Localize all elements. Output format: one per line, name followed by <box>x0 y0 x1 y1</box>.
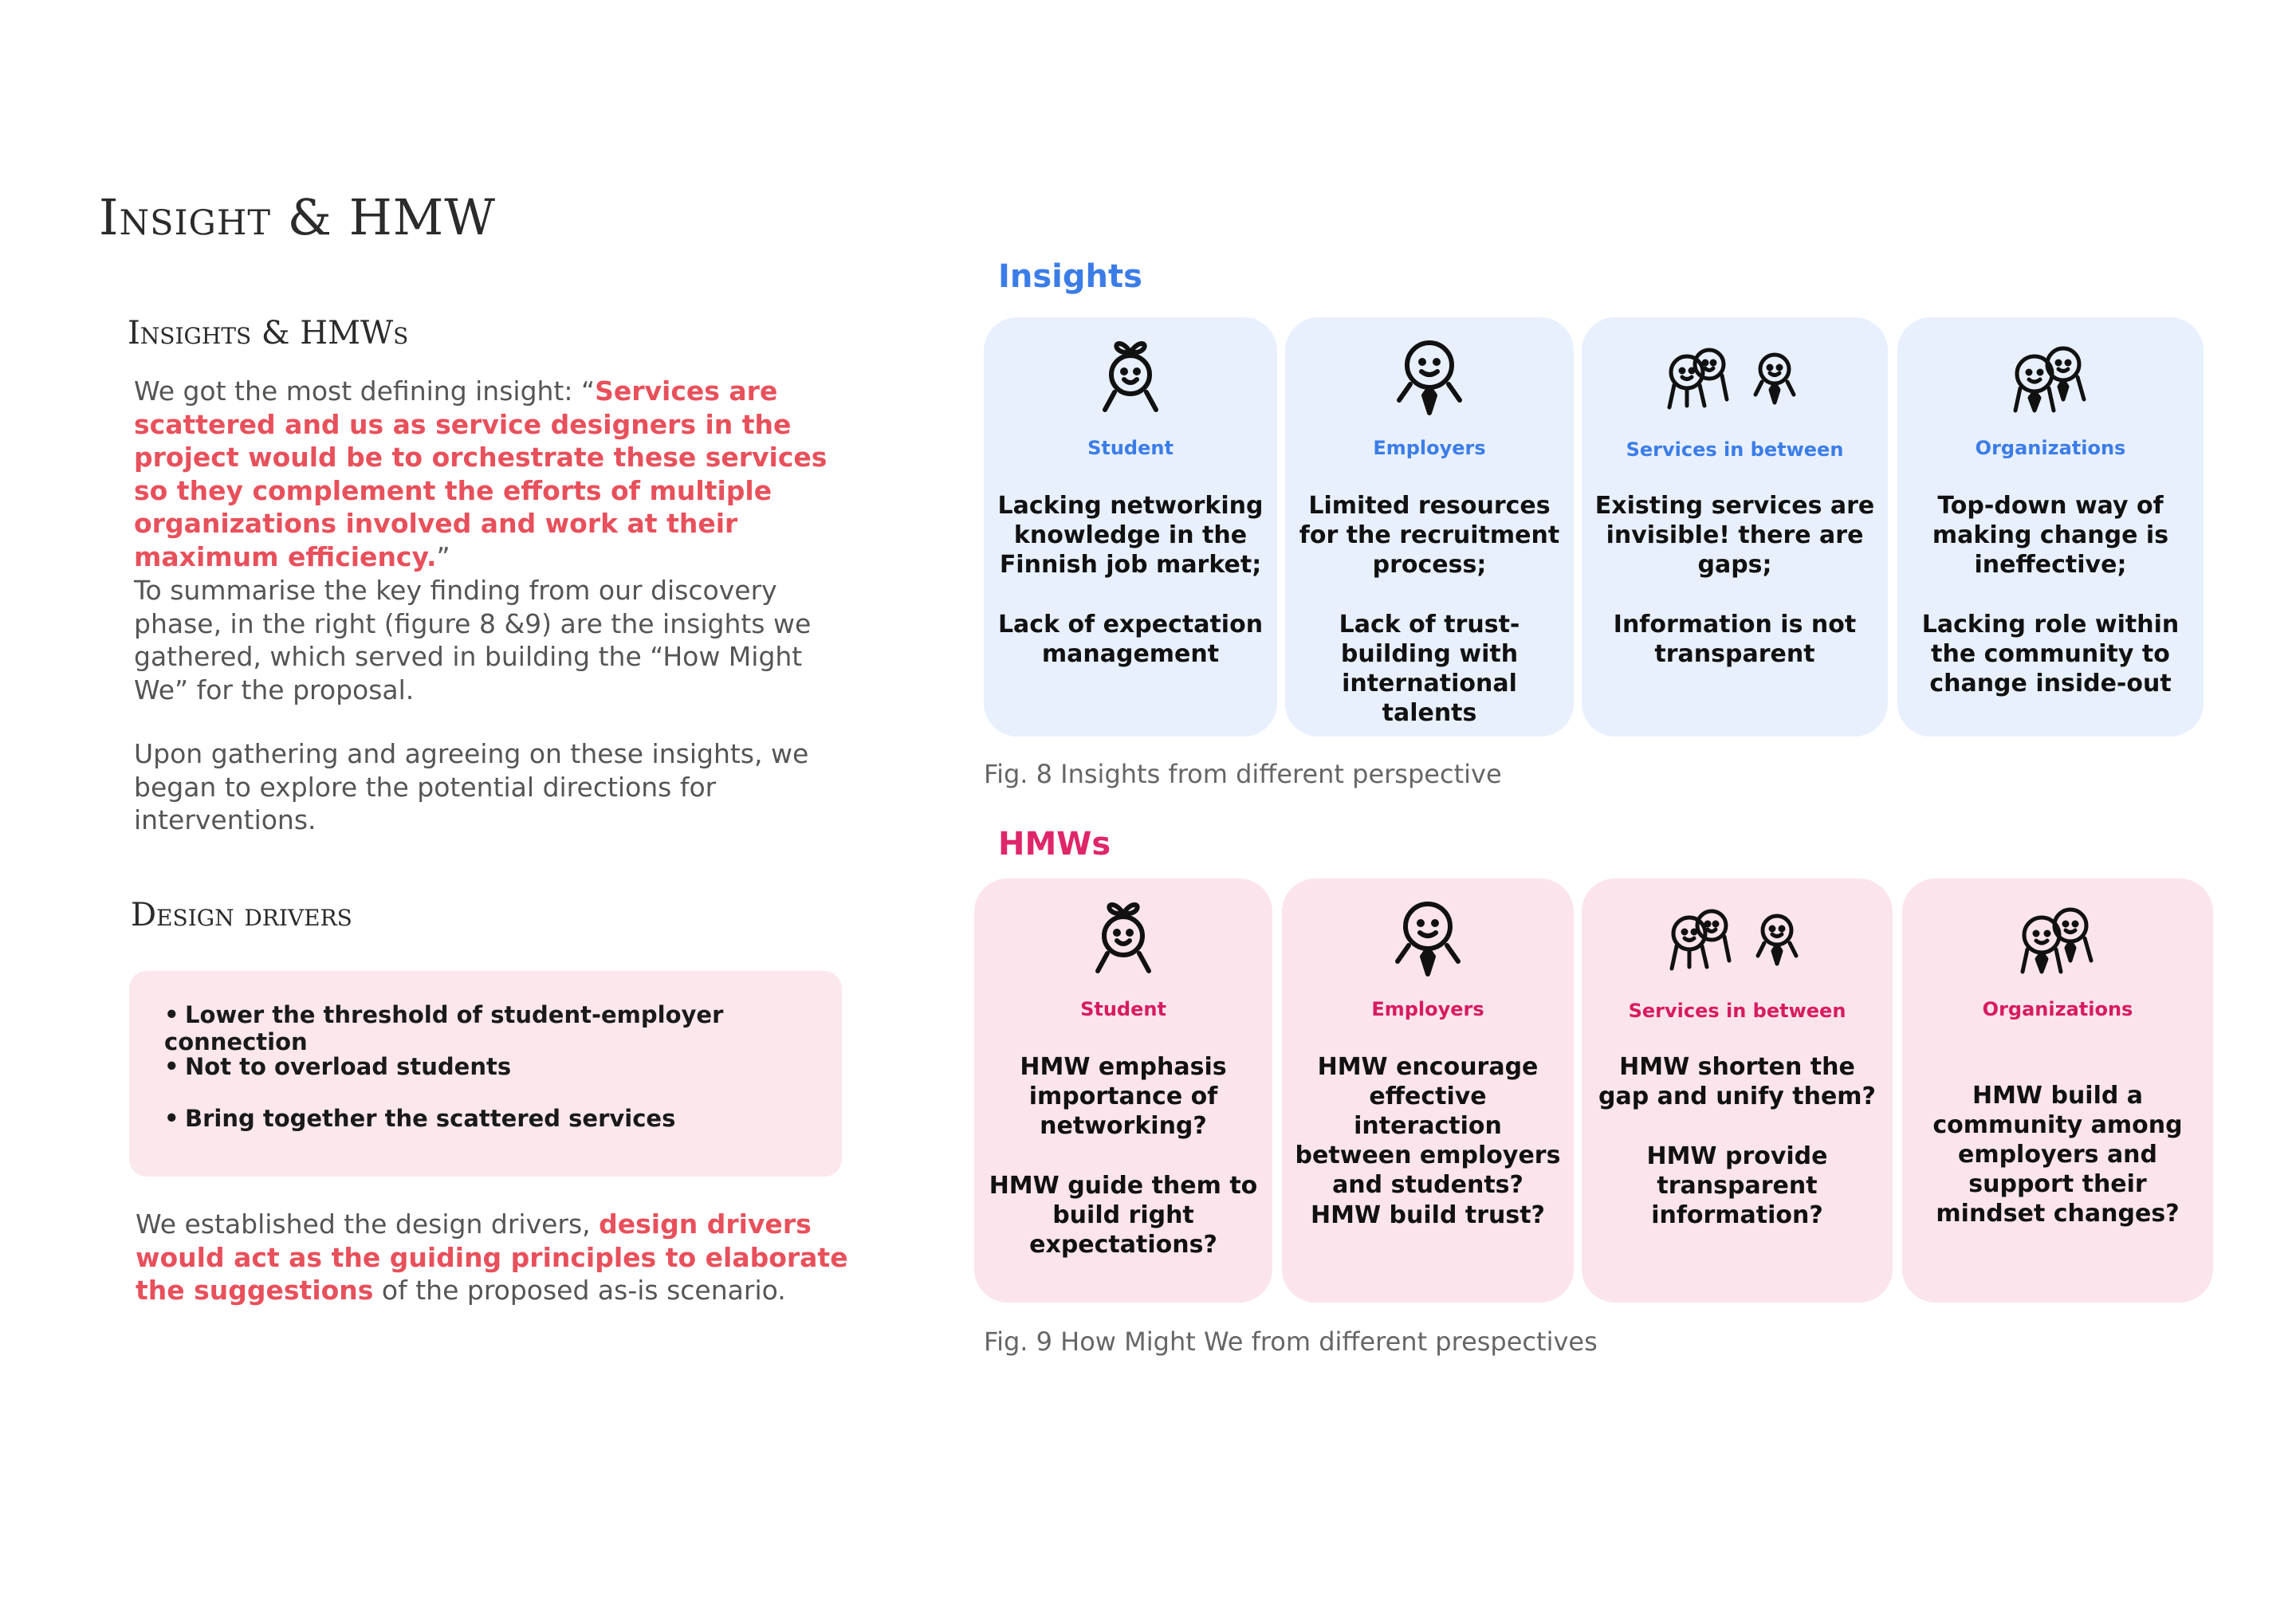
card-text-secondary: Lack of trust-building with internationa… <box>1339 611 1520 727</box>
card-category: Services in between <box>1626 438 1844 461</box>
directions-paragraph: Upon gathering and agreeing on these ins… <box>134 738 809 835</box>
driver-text: Lower the threshold of student-employer … <box>164 1001 724 1055</box>
design-drivers-box: • Lower the threshold of student-employer… <box>129 971 842 1177</box>
card-text-primary: Lacking networking knowledge in the Finn… <box>997 492 1264 579</box>
card-text-primary: HMW build a community among employers an… <box>1932 1082 2183 1228</box>
hmws-label: HMWs <box>998 826 1111 863</box>
card-text-secondary: Lacking role within the community to cha… <box>1921 611 2180 698</box>
organizations-group-icon <box>1897 335 2204 422</box>
para4-prefix: We established the design drivers, <box>136 1208 600 1240</box>
card-category: Organizations <box>1975 437 2126 459</box>
student-sprout-icon <box>984 328 1277 416</box>
card-text-secondary: Lack of expectation management <box>997 611 1264 668</box>
insight-card-employers: Employers Limited resources for the recr… <box>1285 317 1574 737</box>
hmw-card-student: Student HMW emphasis importance of netwo… <box>974 878 1272 1303</box>
page-title: Insight & HMW <box>99 188 496 246</box>
card-text-secondary: HMW build trust? <box>1311 1201 1545 1229</box>
driver-text: Not to overload students <box>185 1053 512 1080</box>
card-text-primary: HMW emphasis importance of networking? <box>1020 1053 1227 1140</box>
employer-tie-icon <box>1285 335 1574 422</box>
insight-card-services: Services in between Existing services ar… <box>1582 317 1888 737</box>
card-text-primary: Existing services are invisible! there a… <box>1594 492 1875 579</box>
drivers-paragraph: We established the design drivers, desig… <box>136 1208 861 1307</box>
insights-label: Insights <box>998 258 1142 295</box>
drivers-highlight: design drivers would act as the guiding … <box>136 1208 848 1306</box>
defining-insight-quote: Services are scattered and us as service… <box>134 375 828 572</box>
services-group-icon <box>1582 335 1888 422</box>
summary-paragraph: To summarise the key finding from our di… <box>134 575 812 705</box>
student-sprout-icon <box>974 890 1272 977</box>
driver-text: Bring together the scattered services <box>185 1105 676 1132</box>
figure-9-caption: Fig. 9 How Might We from different presp… <box>984 1326 1598 1357</box>
driver-item: • Lower the threshold of student-employer… <box>164 1001 724 1055</box>
card-text-secondary: HMW guide them to build right expectatio… <box>989 1172 1258 1259</box>
card-text-primary: HMW encourage effective interaction betw… <box>1295 1053 1561 1199</box>
hmw-card-services: Services in between HMW shorten the gap … <box>1582 878 1893 1303</box>
hmw-card-organizations: Organizations HMW build a community amon… <box>1902 878 2213 1303</box>
insight-card-organizations: Organizations Top-down way of making cha… <box>1897 317 2204 737</box>
insights-subheading: Insights & HMWs <box>128 315 409 352</box>
services-group-icon <box>1582 896 1893 984</box>
card-text-secondary: HMW provide transparent information? <box>1646 1142 1828 1229</box>
card-text-primary: HMW shorten the gap and unify them? <box>1598 1053 1876 1110</box>
card-category: Organizations <box>1982 998 2133 1020</box>
card-category: Employers <box>1371 998 1484 1020</box>
insight-card-student: Student Lacking networking knowledge in … <box>984 317 1277 737</box>
card-text-secondary: Information is not transparent <box>1613 611 1857 668</box>
card-category: Student <box>1087 437 1174 459</box>
organizations-group-icon <box>1902 896 2213 984</box>
card-text-primary: Top-down way of making change is ineffec… <box>1932 492 2169 579</box>
design-drivers-heading: Design drivers <box>131 897 352 933</box>
insight-paragraph: We got the most defining insight: “Servi… <box>134 375 859 573</box>
card-category: Services in between <box>1628 1000 1846 1022</box>
para1-suffix: ” <box>436 540 450 572</box>
para1-prefix: We got the most defining insight: “ <box>134 375 596 407</box>
driver-item: • Not to overload students <box>164 1053 512 1080</box>
card-category: Student <box>1080 998 1166 1020</box>
hmw-card-employers: Employers HMW encourage effective intera… <box>1282 878 1574 1303</box>
employer-tie-icon <box>1282 896 1574 984</box>
figure-8-caption: Fig. 8 Insights from different perspecti… <box>984 759 1502 789</box>
card-category: Employers <box>1373 437 1486 459</box>
card-text-primary: Limited resources for the recruitment pr… <box>1299 492 1560 579</box>
driver-item: • Bring together the scattered services <box>164 1105 676 1132</box>
para4-suffix: of the proposed as-is scenario. <box>373 1275 786 1306</box>
